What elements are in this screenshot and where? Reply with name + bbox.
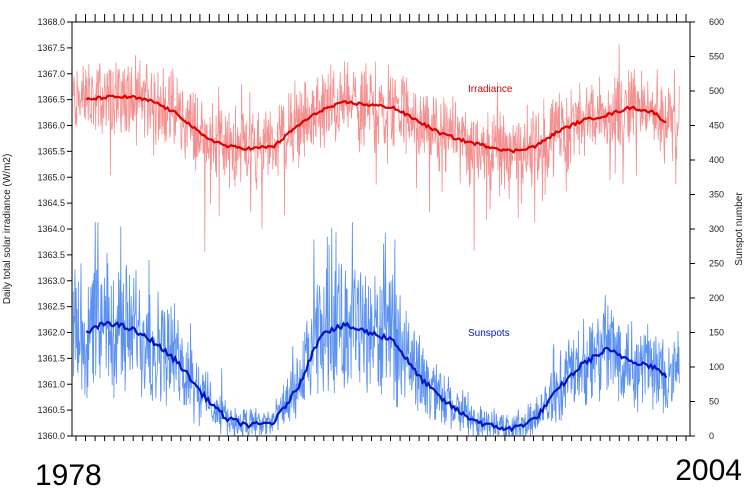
left-axis-tick-labels: 1360.0 1360.5 1361.0 1361.5 1362.0 1362.5 1363… [37,17,65,441]
left-tick-label: 1363.5 [37,250,65,260]
right-tick-label: 0 [709,431,714,441]
raw-data-layer [72,44,680,437]
series-label-irradiance: Irradiance [468,84,513,95]
smoothed-line-sunspots [85,320,668,433]
series-label-sunspots: Sunspots [468,328,510,339]
left-tick-label: 1368.0 [37,17,65,27]
left-tick-label: 1365.0 [37,172,65,182]
right-axis-title: Sunspot number [734,192,745,266]
left-tick-label: 1367.0 [37,69,65,79]
left-tick-label: 1367.5 [37,43,65,53]
left-tick-label: 1364.5 [37,198,65,208]
right-tick-label: 450 [709,121,724,131]
right-tick-label: 100 [709,362,724,372]
smoothed-line-irradiance [85,93,667,154]
raw-line-sunspots [72,222,680,437]
left-tick-label: 1366.0 [37,121,65,131]
left-tick-label: 1362.5 [37,302,65,312]
right-tick-label: 300 [709,224,724,234]
left-tick-label: 1364.0 [37,224,65,234]
right-tick-label: 600 [709,17,724,27]
right-tick-label: 200 [709,293,724,303]
left-tick-label: 1360.0 [37,431,65,441]
left-tick-label: 1361.5 [37,353,65,363]
end-year-label: 2004 [675,454,742,487]
right-tick-label: 550 [709,52,724,62]
right-tick-label: 150 [709,328,724,338]
raw-line-irradiance [72,44,680,252]
tick-marks [67,14,695,441]
left-tick-label: 1366.5 [37,95,65,105]
left-tick-label: 1360.5 [37,405,65,415]
smoothed-data-layer [85,93,668,433]
left-axis-title: Daily total solar irradiance (W/m2) [2,154,13,305]
left-tick-label: 1365.5 [37,146,65,156]
right-tick-label: 500 [709,86,724,96]
right-tick-label: 250 [709,259,724,269]
left-tick-label: 1361.0 [37,379,65,389]
right-tick-label: 400 [709,155,724,165]
left-tick-label: 1363.0 [37,276,65,286]
right-axis-tick-labels: 0 50 100 150 200 250 300 350 400 450 500 550 600 [709,17,724,441]
right-tick-label: 50 [709,397,719,407]
start-year-label: 1978 [35,459,102,492]
right-tick-label: 350 [709,190,724,200]
left-tick-label: 1362.0 [37,328,65,338]
axis-ticks [67,14,695,441]
